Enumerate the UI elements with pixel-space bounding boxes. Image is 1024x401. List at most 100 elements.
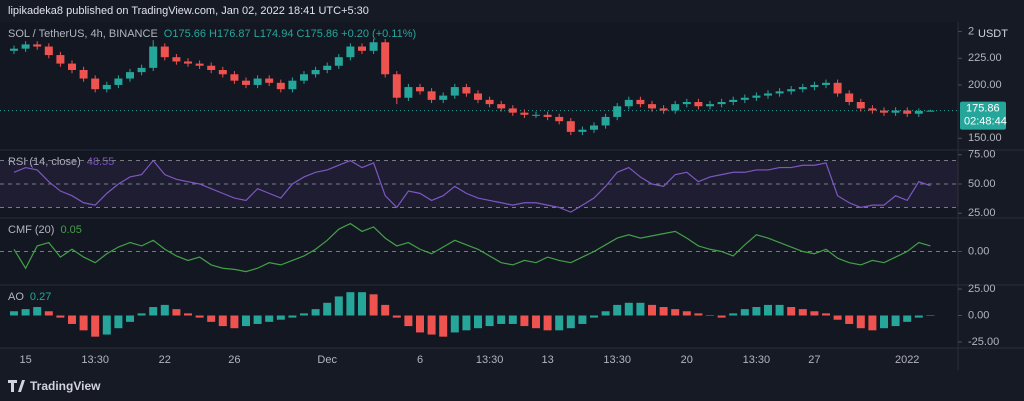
- ao-bar: [590, 315, 598, 318]
- footer-brand: TradingView: [30, 379, 101, 393]
- last-price-label: 175.86: [966, 103, 1000, 115]
- ohlc-legend: O175.66 H176.87 L174.94 C175.86 +0.20 (+…: [164, 28, 416, 40]
- candle-body: [717, 102, 726, 105]
- ao-bar: [694, 313, 703, 316]
- candle-body: [787, 89, 796, 92]
- ao-bar: [137, 313, 146, 316]
- ao-bar: [195, 315, 204, 318]
- ao-bar: [160, 304, 169, 316]
- y-tick-label: 0.00: [968, 245, 989, 257]
- ao-bar: [207, 315, 216, 322]
- y-tick-label: 200.00: [968, 79, 1002, 91]
- ao-bar: [288, 315, 297, 318]
- candle-body: [149, 46, 158, 68]
- ao-bar: [392, 315, 401, 318]
- plot-area: [0, 22, 958, 348]
- tv-logo: [8, 380, 25, 392]
- pane-title: AO: [8, 291, 24, 303]
- ao-bar: [822, 313, 830, 316]
- candle-body: [276, 82, 285, 90]
- candle-body: [845, 93, 854, 102]
- ao-bar: [114, 315, 123, 329]
- candle-body: [323, 65, 332, 70]
- candle-body: [288, 80, 297, 90]
- candle-body: [926, 110, 935, 112]
- ao-bar: [33, 307, 42, 316]
- ao-bar: [474, 315, 482, 329]
- ao-bar: [323, 302, 332, 316]
- y-tick-label: 25.00: [968, 283, 996, 295]
- ao-bar: [10, 311, 18, 316]
- x-tick-label: 13:30: [476, 354, 504, 366]
- candle-body: [369, 42, 378, 51]
- candle-body: [752, 95, 761, 98]
- candle-body: [253, 78, 262, 85]
- candle-body: [868, 108, 877, 111]
- ao-bar: [230, 315, 239, 329]
- candle-body: [358, 46, 366, 51]
- candle-body: [184, 61, 192, 64]
- ao-bar: [578, 315, 587, 324]
- candle-body: [729, 99, 738, 102]
- ao-bar: [102, 315, 111, 335]
- ao-bar: [601, 311, 610, 316]
- x-tick-label: 20: [681, 354, 693, 366]
- pane-value: 0.05: [60, 224, 81, 236]
- candle-body: [207, 65, 216, 70]
- indicator-line: [13, 222, 931, 273]
- x-tick-label: 13: [541, 354, 553, 366]
- y-tick-label: 225.00: [968, 52, 1002, 64]
- indicator-line: [13, 159, 931, 213]
- ao-bar: [56, 315, 65, 318]
- ao-bar: [381, 304, 390, 316]
- candle-body: [427, 91, 436, 100]
- candle-body: [601, 116, 610, 126]
- candle-body: [230, 74, 239, 81]
- x-tick-label: 15: [19, 354, 31, 366]
- y-tick-label: 2: [968, 26, 974, 38]
- candle-body: [56, 55, 65, 64]
- candle-body: [44, 46, 53, 56]
- ao-bar: [462, 315, 471, 331]
- countdown-label: 02:48:44: [964, 116, 1007, 128]
- candle-body: [102, 84, 111, 90]
- ao-bar: [450, 315, 459, 333]
- candle-body: [416, 87, 424, 92]
- ao-bar: [624, 302, 633, 316]
- ao-bar: [520, 315, 529, 327]
- candle-body: [682, 102, 691, 105]
- y-tick-label: 75.00: [968, 149, 996, 161]
- ao-bar: [833, 315, 842, 320]
- ao-bar: [334, 296, 343, 316]
- ao-bar: [914, 315, 923, 318]
- ao-bar: [856, 315, 865, 329]
- candle-body: [810, 84, 819, 88]
- ao-bar: [752, 307, 761, 316]
- candle-body: [114, 78, 123, 85]
- x-tick-label: 2022: [895, 354, 919, 366]
- ao-bar: [740, 309, 749, 316]
- ao-bar: [543, 315, 552, 331]
- candle-body: [21, 44, 30, 49]
- ao-bar: [184, 313, 192, 316]
- ao-bar: [903, 315, 912, 322]
- ao-bar: [532, 315, 540, 329]
- candle-body: [126, 72, 134, 79]
- y-tick-label: 150.00: [968, 132, 1002, 144]
- ao-bar: [891, 315, 900, 327]
- candle-body: [856, 102, 865, 109]
- candle-body: [543, 114, 552, 117]
- candle-body: [613, 106, 622, 117]
- ao-bar: [729, 313, 738, 316]
- x-tick-label: Dec: [317, 354, 337, 366]
- candle-body: [880, 110, 888, 113]
- rsi-band: [0, 160, 958, 208]
- x-tick-label: 27: [808, 354, 820, 366]
- candle-body: [671, 104, 680, 111]
- ao-bar: [497, 315, 506, 324]
- candle-body: [381, 42, 390, 75]
- candle-body: [404, 87, 413, 98]
- candle-body: [137, 67, 146, 73]
- pane-value: 48.55: [87, 156, 115, 168]
